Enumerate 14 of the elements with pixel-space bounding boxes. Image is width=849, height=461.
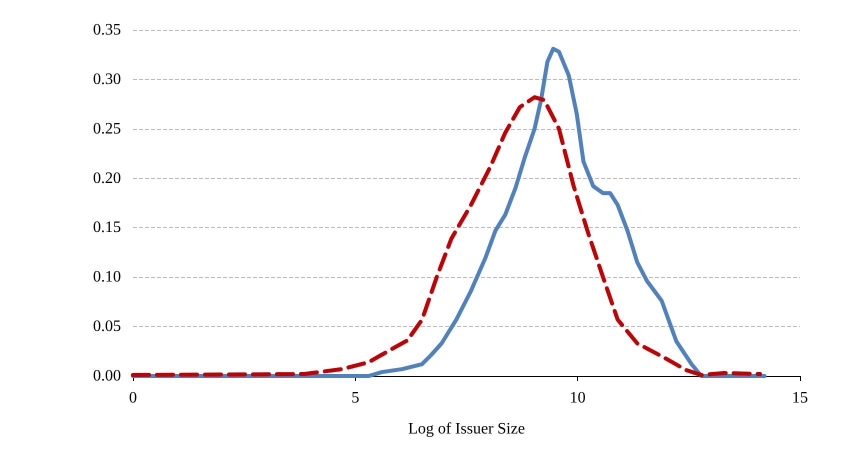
x-tick-label: 10	[570, 390, 586, 406]
line-series	[131, 95, 762, 378]
y-tick-label: 0.25	[93, 120, 121, 138]
x-tick-label: 0	[129, 390, 137, 406]
y-tick-label: 0.05	[93, 318, 121, 336]
y-tick-label: 0.00	[93, 368, 121, 384]
y-tick-label: 0.20	[93, 170, 121, 187]
y-tick-label: 0.30	[93, 70, 121, 88]
x-tick-label: 5	[351, 390, 360, 406]
y-tick-label: 0.10	[93, 268, 121, 286]
x-tick-label: 15	[792, 390, 808, 406]
y-tick-label: 0.35	[93, 22, 121, 38]
y-tick-label: 0.15	[93, 219, 121, 236]
x-axis-title: Log of Issuer Size	[408, 420, 525, 438]
